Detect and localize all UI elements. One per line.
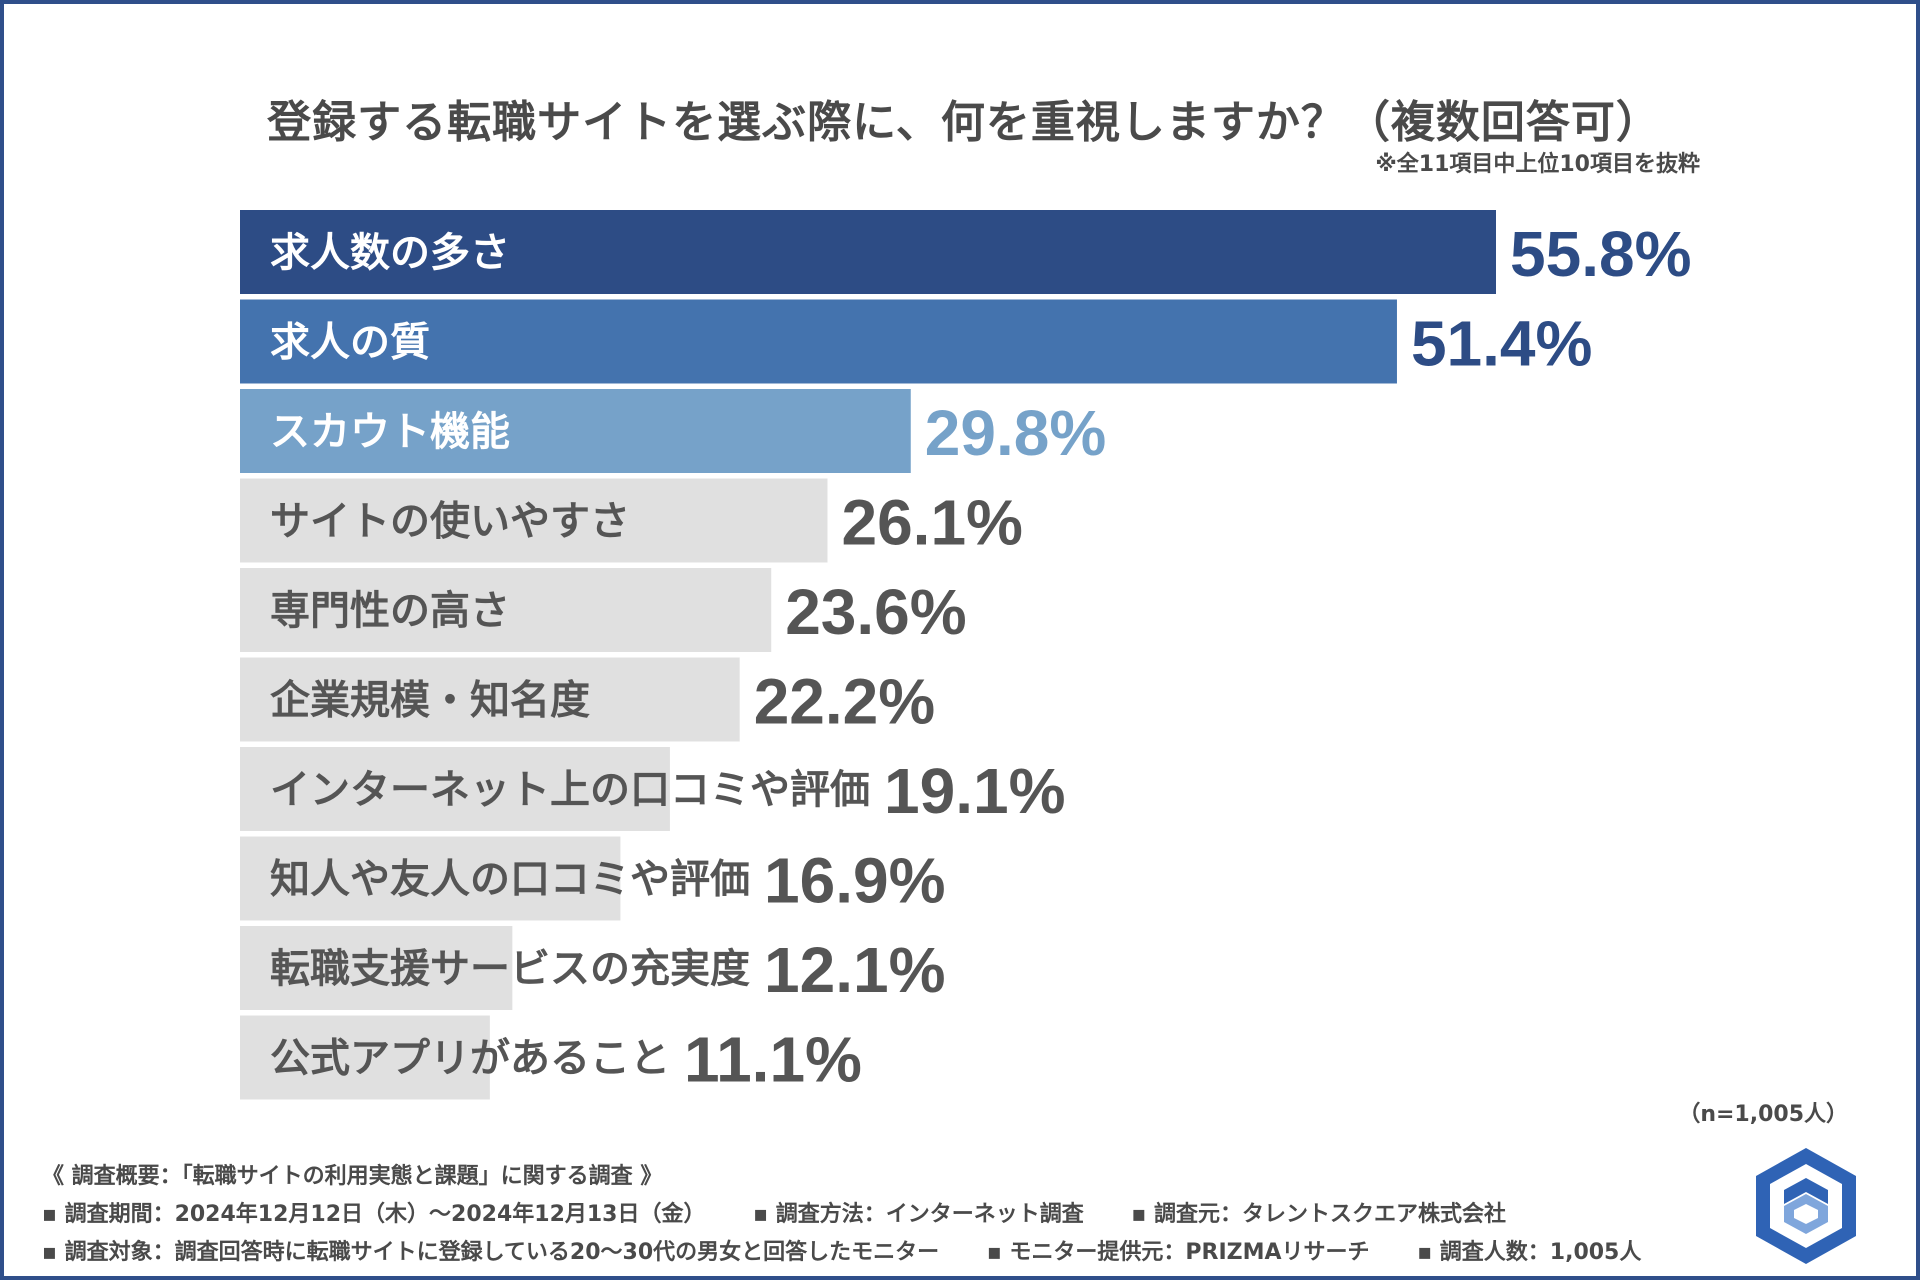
- footer-target: ▪ 調査対象：調査回答時に転職サイトに登録している20〜30代の男女と回答したモ…: [42, 1240, 940, 1265]
- bar-7: [240, 747, 670, 831]
- company-logo-icon: [1756, 1148, 1856, 1264]
- bar-category-label: 求人数の多さ: [270, 230, 510, 276]
- footer-count: ▪ 調査人数：1,005人: [1417, 1240, 1642, 1265]
- bar-10: [240, 1015, 490, 1100]
- bar-value-label: 51.4%: [1411, 308, 1592, 380]
- bar-category-label: 転職支援サービスの充実度: [270, 946, 750, 992]
- bar-1: [240, 210, 1496, 294]
- bar-category-label: 企業規模・知名度: [270, 678, 590, 724]
- bar-3: [240, 389, 911, 473]
- bar-category-label: 知人や友人の口コミや評価: [270, 857, 750, 903]
- footer-row-1: ▪ 調査期間：2024年12月12日（木）〜2024年12月13日（金） ▪ 調…: [42, 1196, 1742, 1234]
- survey-footer: 《 調査概要：「転職サイトの利用実態と課題」に関する調査 》 ▪ 調査期間：20…: [42, 1158, 1742, 1272]
- bar-value-label: 26.1%: [841, 487, 1022, 559]
- bar-8: [240, 836, 621, 921]
- footer-row-2: ▪ 調査対象：調査回答時に転職サイトに登録している20〜30代の男女と回答したモ…: [42, 1234, 1742, 1272]
- bar-9: [240, 926, 513, 1010]
- sample-size: （n=1,005人）: [1678, 1102, 1848, 1127]
- bar-value-label: 55.8%: [1510, 218, 1691, 290]
- bar-value-label: 19.1%: [884, 755, 1065, 827]
- footer-method: ▪ 調査方法：インターネット調査: [753, 1202, 1084, 1227]
- footer-period: ▪ 調査期間：2024年12月12日（木）〜2024年12月13日（金）: [42, 1202, 706, 1227]
- bar-value-label: 11.1%: [684, 1024, 862, 1096]
- bar-value-label: 22.2%: [754, 666, 935, 738]
- bar-category-label: 求人の質: [270, 320, 430, 366]
- bar-value-label: 23.6%: [785, 576, 966, 648]
- bar-5: [240, 568, 772, 652]
- bar-category-label: 専門性の高さ: [270, 588, 510, 634]
- bar-category-label: スカウト機能: [270, 409, 510, 455]
- bar-value-label: 12.1%: [764, 934, 945, 1006]
- bar-category-label: 公式アプリがあること: [270, 1036, 670, 1082]
- footer-provider: ▪ モニター提供元：PRIZMAリサーチ: [986, 1240, 1370, 1265]
- bar-4: [240, 478, 828, 563]
- footer-heading: 《 調査概要：「転職サイトの利用実態と課題」に関する調査 》: [42, 1164, 663, 1189]
- bar-2: [240, 299, 1397, 384]
- chart-subnote: ※全11項目中上位10項目を抜粋: [1375, 152, 1700, 177]
- bar-category-label: インターネット上の口コミや評価: [270, 767, 870, 813]
- bar-category-label: サイトの使いやすさ: [270, 499, 630, 545]
- footer-source: ▪ 調査元：タレントスクエア株式会社: [1131, 1202, 1506, 1227]
- bar-chart: 求人数の多さ 55.8% 求人の質 51.4% スカウト機能 29.8% サイトの使いやすさ…: [240, 210, 1691, 1100]
- chart-title: 登録する転職サイトを選ぶ際に、何を重視しますか？（複数回答可）: [267, 97, 1661, 148]
- bar-value-label: 16.9%: [764, 845, 945, 917]
- bar-6: [240, 657, 740, 742]
- bar-value-label: 29.8%: [925, 397, 1106, 469]
